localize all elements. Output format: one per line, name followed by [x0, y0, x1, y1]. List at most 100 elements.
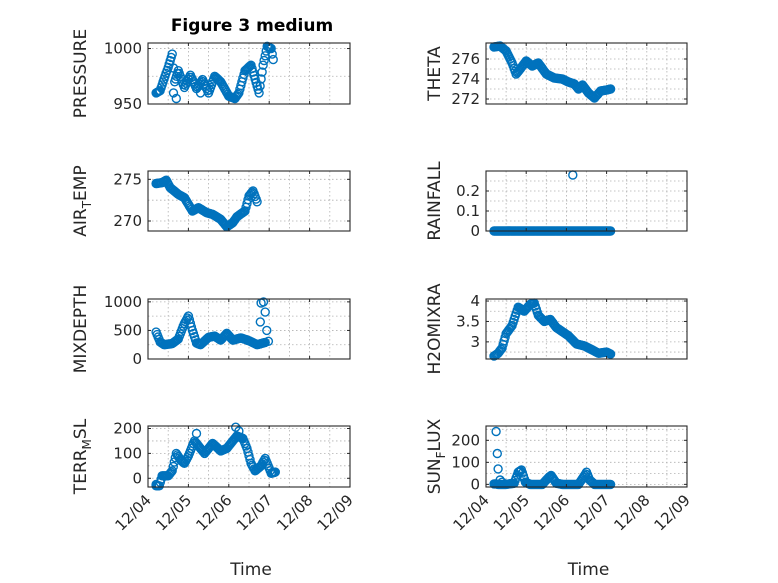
- y-axis-label-main: AIR: [71, 208, 91, 237]
- theta-panel: 272 274 276 THETA: [425, 41, 688, 108]
- axes-box: [485, 170, 688, 232]
- data-point: [168, 88, 179, 98]
- x-tick-label: 12/05: [490, 491, 533, 534]
- data-point: [167, 466, 177, 476]
- data-point: [266, 43, 276, 54]
- data-point: [497, 477, 507, 487]
- y-tick-label: 1000: [104, 40, 142, 58]
- data-point: [500, 45, 510, 55]
- y-tick-label: 0: [470, 222, 480, 240]
- data-point: [568, 170, 578, 180]
- data-point: [195, 88, 206, 98]
- mixdepth-panel: 0 500 1000 MIXDEPTH: [71, 285, 351, 374]
- y-axis-label-main: SUN: [425, 458, 445, 494]
- data-point: [270, 467, 280, 477]
- y-axis-label-subscript: T: [80, 200, 94, 209]
- axes-box: [485, 298, 688, 360]
- data-point: [491, 426, 501, 437]
- y-tick-label: 200: [451, 431, 480, 449]
- y-tick-label: 0.2: [456, 182, 480, 200]
- figure-title: Figure 3 medium: [171, 16, 333, 36]
- data-point: [495, 475, 505, 485]
- h2omixra-panel: 3 3.5 4 H2OMIXRA: [425, 283, 688, 375]
- data-point: [492, 448, 502, 459]
- air-temp-panel: 270 275 AIRTEMP: [71, 165, 351, 237]
- y-tick-label: 270: [113, 212, 142, 230]
- axes-box: [147, 298, 351, 360]
- y-tick-label: 4: [470, 292, 480, 310]
- data-point: [605, 349, 616, 359]
- y-axis-label: AIRTEMP: [71, 165, 94, 236]
- axes-box: [485, 425, 688, 488]
- x-tick-label: 12/08: [273, 491, 316, 534]
- x-tick-label: 12/08: [610, 491, 653, 534]
- data-point: [543, 473, 553, 483]
- data-point: [252, 197, 262, 207]
- data-point: [262, 325, 272, 336]
- x-tick-label: 12/06: [192, 491, 235, 534]
- data-point: [168, 461, 179, 472]
- y-axis-label: H2OMIXRA: [425, 283, 445, 374]
- data-point: [234, 426, 244, 436]
- y-tick-label: 276: [451, 50, 480, 68]
- y-axis-label: SUNFLUX: [425, 418, 448, 494]
- x-tick-label: 12/07: [233, 491, 276, 534]
- x-tick-label: 12/09: [651, 491, 694, 534]
- data-point: [258, 60, 268, 70]
- y-tick-label: 275: [113, 170, 142, 188]
- data-point: [258, 297, 269, 307]
- y-axis-label-main: TERR: [71, 449, 91, 495]
- y-axis-label-tail: EMP: [71, 165, 91, 201]
- data-point: [256, 74, 266, 84]
- data-point: [167, 49, 177, 59]
- data-point: [267, 49, 277, 59]
- x-tick-label: 12/04: [112, 491, 155, 534]
- y-tick-label: 272: [451, 90, 480, 108]
- axes-box: [147, 42, 351, 105]
- data-point: [254, 88, 264, 98]
- data-point: [496, 344, 506, 354]
- y-axis-label-subscript: M: [80, 439, 94, 449]
- data-point: [171, 93, 182, 104]
- y-tick-label: 1000: [104, 293, 142, 311]
- data-point: [191, 428, 202, 439]
- pressure-panel: 950 1000 PRESSURE: [71, 29, 351, 118]
- y-axis-label-subscript: F: [434, 451, 448, 458]
- y-tick-label: 200: [113, 419, 142, 437]
- data-point: [233, 89, 243, 100]
- data-point: [255, 317, 265, 327]
- y-tick-label: 0: [470, 475, 480, 493]
- rainfall-panel: 0 0.1 0.2 RAINFALL: [425, 161, 688, 241]
- data-point: [493, 464, 503, 474]
- data-point: [166, 467, 176, 477]
- y-tick-label: 274: [451, 70, 480, 88]
- y-axis-label: PRESSURE: [71, 29, 91, 118]
- data-point: [259, 55, 269, 66]
- y-axis-label: THETA: [425, 46, 445, 102]
- data-point: [268, 54, 278, 65]
- x-axis-label: Time: [567, 560, 610, 580]
- y-axis-label: TERRMSL: [71, 418, 94, 495]
- y-axis-label-tail: LUX: [425, 418, 445, 451]
- data-point: [263, 336, 274, 346]
- data-point: [260, 307, 270, 317]
- y-tick-label: 0: [132, 350, 142, 368]
- axes-box: [485, 42, 688, 105]
- y-tick-label: 950: [113, 95, 142, 113]
- x-tick-label: 12/06: [530, 491, 573, 534]
- y-tick-label: 3: [470, 333, 480, 351]
- y-tick-label: 0: [132, 469, 142, 487]
- y-tick-label: 100: [451, 453, 480, 471]
- axes-box: [147, 170, 351, 232]
- y-axis-label: RAINFALL: [425, 161, 445, 241]
- y-tick-label: 500: [113, 321, 142, 339]
- y-axis-label-tail: SL: [71, 418, 91, 439]
- data-point: [151, 479, 161, 490]
- y-tick-label: 0.1: [456, 202, 480, 220]
- y-tick-label: 3.5: [456, 312, 480, 330]
- y-tick-label: 100: [113, 444, 142, 462]
- y-axis-label: MIXDEPTH: [71, 285, 91, 374]
- data-point: [257, 67, 267, 77]
